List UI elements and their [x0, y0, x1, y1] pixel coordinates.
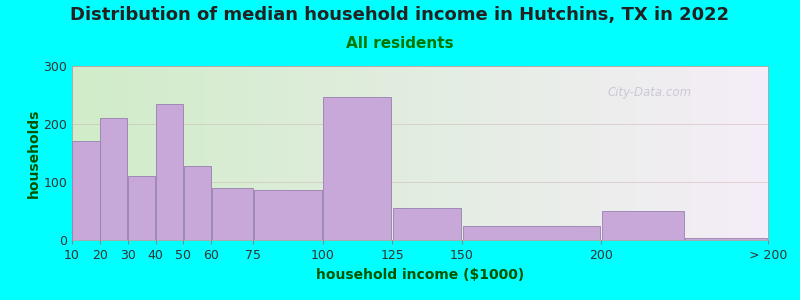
Bar — [254, 190, 322, 240]
Bar — [184, 166, 211, 240]
Bar — [100, 118, 127, 240]
Bar — [72, 141, 99, 240]
X-axis label: household income ($1000): household income ($1000) — [316, 268, 524, 282]
Bar — [212, 188, 253, 240]
Bar — [602, 211, 684, 240]
Bar — [323, 97, 391, 240]
Bar — [156, 104, 183, 240]
Bar — [686, 238, 767, 240]
Bar — [463, 226, 599, 240]
Text: All residents: All residents — [346, 36, 454, 51]
Bar — [128, 176, 155, 240]
Bar — [393, 208, 461, 240]
Text: Distribution of median household income in Hutchins, TX in 2022: Distribution of median household income … — [70, 6, 730, 24]
Text: City-Data.com: City-Data.com — [608, 85, 692, 99]
Y-axis label: households: households — [26, 108, 41, 198]
